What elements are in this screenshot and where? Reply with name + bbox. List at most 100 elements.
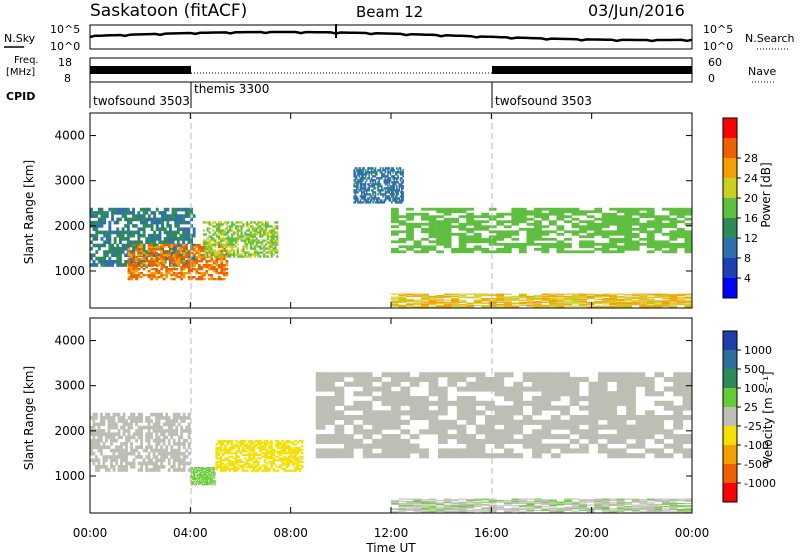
heatmap-cell <box>270 443 273 446</box>
heatmap-cell <box>334 396 345 402</box>
heatmap-cell <box>165 419 169 423</box>
heatmap-cell <box>394 177 397 180</box>
heatmap-cell <box>211 477 213 479</box>
heatmap-cell <box>231 221 234 224</box>
heatmap-cell <box>242 247 245 250</box>
heatmap-cell <box>150 243 153 247</box>
heatmap-cell <box>609 298 617 300</box>
heatmap-cell <box>607 372 617 378</box>
heatmap-cell <box>241 441 245 444</box>
heatmap-cell <box>588 405 599 411</box>
heatmap-cell <box>182 461 186 466</box>
heatmap-cell <box>669 301 678 303</box>
heatmap-cell <box>255 241 258 244</box>
heatmap-cell <box>197 467 199 469</box>
heatmap-cell <box>391 424 401 430</box>
heatmap-cell <box>238 237 241 240</box>
heatmap-cell <box>170 264 174 267</box>
heatmap-cell <box>107 429 111 433</box>
heatmap-cell <box>481 250 490 254</box>
heatmap-cell <box>421 227 429 231</box>
heatmap-cell <box>204 478 205 480</box>
heatmap-cell <box>113 211 117 215</box>
heatmap-cell <box>503 298 512 300</box>
heatmap-cell <box>661 217 670 221</box>
heatmap-cell <box>556 247 565 251</box>
heatmap-cell <box>212 476 214 478</box>
heatmap-cell <box>413 503 422 505</box>
heatmap-cell <box>270 441 273 444</box>
heatmap-cell <box>534 225 542 229</box>
heatmap-cell <box>214 473 216 475</box>
heatmap-cell <box>353 197 355 200</box>
heatmap-cell <box>182 230 186 235</box>
heatmap-cell <box>222 247 226 251</box>
heatmap-cell <box>241 464 245 467</box>
heatmap-cell <box>661 295 670 297</box>
heatmap-cell <box>165 451 169 456</box>
heatmap-cell <box>176 207 180 212</box>
heatmap-cell <box>167 257 171 261</box>
heatmap-cell <box>142 243 146 248</box>
heatmap-cell <box>179 227 183 231</box>
heatmap-cell <box>398 510 407 512</box>
heatmap-cell <box>190 276 194 279</box>
heatmap-cell <box>127 451 131 456</box>
heatmap-cell <box>251 229 254 232</box>
heatmap-cell <box>216 223 219 226</box>
heatmap-cell <box>155 432 158 436</box>
heatmap-cell <box>473 506 482 508</box>
heatmap-cell <box>451 304 459 306</box>
heatmap-cell <box>239 466 243 469</box>
heatmap-cell <box>368 175 370 178</box>
heatmap-cell <box>157 416 161 420</box>
heatmap-cell <box>208 223 211 226</box>
heatmap-cell <box>253 231 256 234</box>
heatmap-cell <box>208 235 211 238</box>
heatmap-cell <box>556 210 565 214</box>
heatmap-cell <box>616 296 625 298</box>
heatmap-cell <box>122 425 126 430</box>
heatmap-cell <box>569 396 580 402</box>
heatmap-cell <box>129 243 133 248</box>
heatmap-cell <box>211 475 213 477</box>
noise-sky-line <box>89 30 693 43</box>
heatmap-cell <box>564 304 572 306</box>
heatmap-cell <box>238 253 241 256</box>
heatmap-cell <box>119 237 122 241</box>
heatmap-cell <box>541 242 550 246</box>
heatmap-cell <box>213 472 215 474</box>
nave-right-tick-top: 60 <box>708 56 722 69</box>
heatmap-cell <box>205 266 209 269</box>
heatmap-cell <box>409 434 420 440</box>
heatmap-cell <box>549 306 557 308</box>
heatmap-cell <box>95 227 99 231</box>
heatmap-cell <box>192 470 194 472</box>
heatmap-cell <box>360 183 363 186</box>
heatmap-cell <box>160 425 163 430</box>
heatmap-cell <box>140 438 143 443</box>
heatmap-cell <box>274 231 277 234</box>
heatmap-cell <box>246 453 249 456</box>
heatmap-cell <box>511 303 520 305</box>
heatmap-cell <box>560 405 570 411</box>
heatmap-cell <box>90 240 93 244</box>
heatmap-cell <box>205 272 209 275</box>
heatmap-cell <box>588 438 599 444</box>
heatmap-cell <box>263 468 267 471</box>
heatmap-cell <box>684 294 693 296</box>
heatmap-cell <box>396 195 398 198</box>
heatmap-cell <box>182 263 186 267</box>
station-title: Saskatoon (fitACF) <box>90 1 247 21</box>
heatmap-cell <box>353 381 364 387</box>
heatmap-cell <box>270 231 273 234</box>
heatmap-cell <box>184 211 188 215</box>
heatmap-cell <box>241 443 245 446</box>
heatmap-cell <box>212 472 214 474</box>
heatmap-cell <box>206 481 208 483</box>
heatmap-cell <box>556 299 565 301</box>
heatmap-cell <box>135 432 138 436</box>
heatmap-cell <box>217 229 221 232</box>
heatmap-cell <box>152 247 156 251</box>
heatmap-cell <box>155 220 159 225</box>
